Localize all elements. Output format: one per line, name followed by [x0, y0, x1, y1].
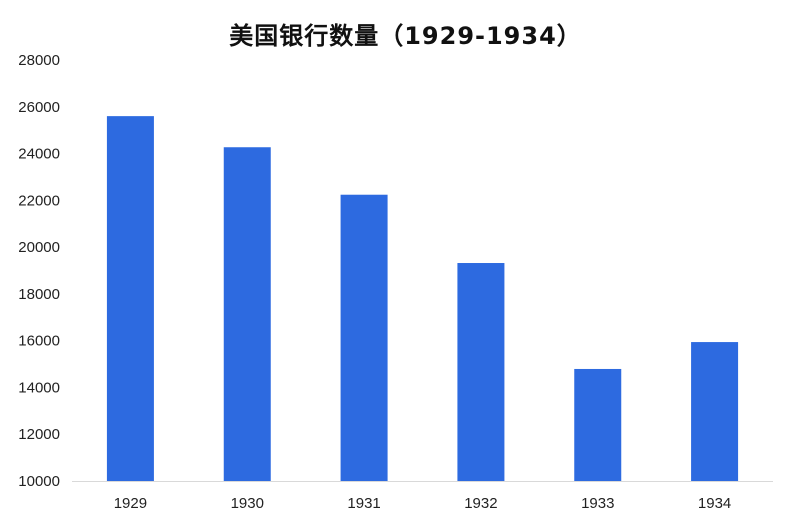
y-tick-label: 12000 [18, 426, 60, 443]
y-tick-label: 16000 [18, 333, 60, 350]
bar-1932 [457, 263, 505, 481]
bar-1931 [340, 194, 388, 481]
y-tick-label: 20000 [18, 239, 60, 256]
y-tick-label: 22000 [18, 192, 60, 209]
x-tick-label: 1929 [114, 495, 147, 512]
x-tick-label: 1933 [581, 495, 614, 512]
chart-title: 美国银行数量（1929-1934） [229, 22, 582, 50]
x-tick-label: 1931 [347, 495, 380, 512]
x-tick-label: 1930 [231, 495, 264, 512]
bar-1934 [691, 342, 739, 481]
bar-1929 [106, 116, 154, 481]
y-tick-label: 28000 [18, 52, 60, 69]
y-tick-label: 14000 [18, 379, 60, 396]
y-tick-label: 26000 [18, 99, 60, 116]
y-tick-label: 18000 [18, 286, 60, 303]
y-tick-label: 10000 [18, 473, 60, 490]
y-tick-label: 24000 [18, 146, 60, 163]
bar-1930 [223, 147, 271, 482]
bar-1933 [574, 368, 622, 481]
x-tick-label: 1932 [464, 495, 497, 512]
x-tick-label: 1934 [698, 495, 731, 512]
